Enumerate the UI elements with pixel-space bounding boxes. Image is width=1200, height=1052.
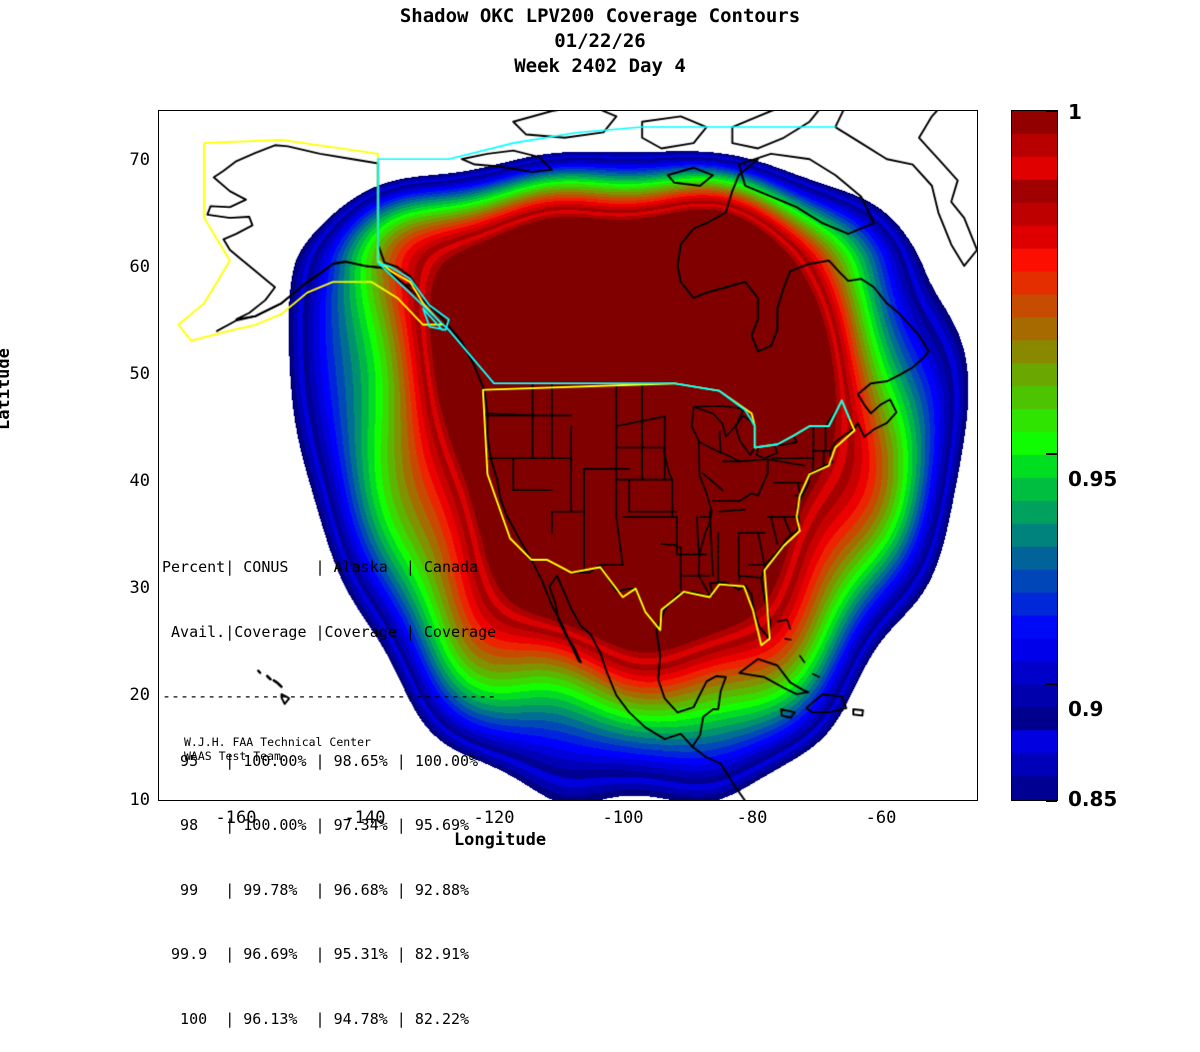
table-row: 99.9 | 96.69% | 95.31% | 82.91%: [162, 945, 470, 963]
ytick-60: 60: [129, 257, 150, 277]
xtick-minus80: -80: [736, 808, 768, 828]
xtick-minus60: -60: [865, 808, 897, 828]
table-row: 95 | 100.00% | 98.65% | 100.00%: [162, 751, 479, 770]
ytick-20: 20: [129, 685, 150, 705]
colorbar-tickmark-09: [1046, 683, 1057, 685]
y-axis-title: Latitude: [0, 348, 14, 430]
xtick-minus160: -160: [215, 808, 257, 828]
ytick-50: 50: [129, 364, 150, 384]
attribution-line-1: W.J.H. FAA Technical Center: [184, 735, 371, 749]
ytick-30: 30: [129, 578, 150, 598]
stats-header-row-2: Avail.|Coverage |Coverage | Coverage: [162, 622, 497, 641]
colorbar: [1011, 110, 1058, 801]
title-line-3: Week 2402 Day 4: [514, 55, 686, 77]
colorbar-label-085: 0.85: [1068, 787, 1118, 811]
stats-header-row-1: Percent| CONUS | Alaska | Canada: [162, 558, 479, 576]
x-axis-title: Longitude: [453, 830, 547, 850]
colorbar-label-09: 0.9: [1068, 697, 1104, 721]
attribution-line-2: WAAS Test Team: [184, 749, 281, 763]
colorbar-tickmark-085: [1046, 800, 1057, 802]
attribution-text: W.J.H. FAA Technical Center WAAS Test Te…: [184, 735, 371, 763]
title-line-1: Shadow OKC LPV200 Coverage Contours: [399, 5, 801, 27]
coverage-statistics-table: Percent| CONUS | Alaska | Canada Avail.|…: [162, 514, 496, 1052]
colorbar-label-095: 0.95: [1068, 467, 1118, 491]
table-row: 100 | 96.13% | 94.78% | 82.22%: [162, 1009, 470, 1028]
ytick-10: 10: [129, 790, 150, 810]
coverage-contour-map: [159, 111, 977, 800]
table-row: 98 | 100.00% | 97.34% | 95.69%: [162, 816, 470, 834]
colorbar-gradient: [1012, 111, 1057, 800]
colorbar-tickmark-1: [1046, 110, 1057, 112]
table-row: 99 | 99.78% | 96.68% | 92.88%: [162, 880, 470, 899]
map-plot-area: [158, 110, 978, 801]
chart-title-block: Shadow OKC LPV200 Coverage Contours 01/2…: [0, 4, 1200, 79]
xtick-minus140: -140: [344, 808, 386, 828]
ytick-70: 70: [129, 150, 150, 170]
colorbar-label-1: 1: [1068, 100, 1082, 124]
xtick-minus100: -100: [602, 808, 644, 828]
xtick-minus120: -120: [473, 808, 515, 828]
title-line-2: 01/22/26: [554, 30, 646, 52]
stats-divider: -------------------------------------: [162, 687, 497, 705]
colorbar-tickmark-095: [1046, 453, 1057, 455]
ytick-40: 40: [129, 471, 150, 491]
